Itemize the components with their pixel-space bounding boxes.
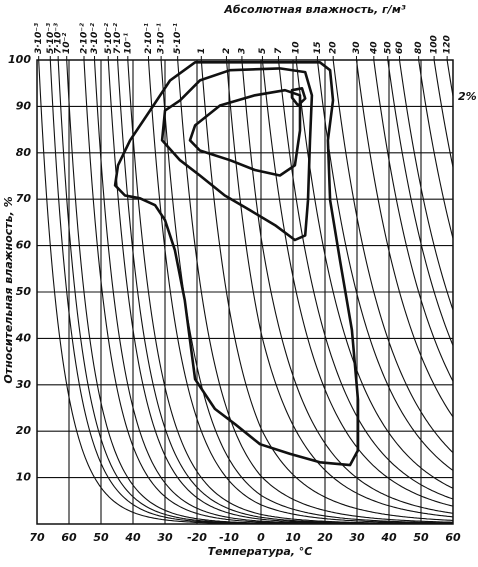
contour bbox=[290, 87, 307, 107]
x2-tick-label: 60 bbox=[395, 41, 405, 54]
x-axis-title: Температура, °С bbox=[208, 545, 313, 558]
x2-tick-label: 3 bbox=[237, 48, 247, 54]
x-tick-label: 50 bbox=[93, 531, 109, 544]
humidity-curve bbox=[355, 60, 453, 418]
humidity-curve bbox=[225, 60, 453, 518]
y-tick-label: 50 bbox=[16, 285, 32, 298]
x2-tick-label: 5 bbox=[258, 48, 268, 54]
x2-tick-label: 7·10⁻³ bbox=[54, 23, 64, 54]
contour bbox=[188, 88, 302, 177]
y-tick-label: 30 bbox=[16, 378, 32, 391]
humidity-curve bbox=[241, 60, 453, 514]
x2-tick-label: 80 bbox=[414, 41, 424, 54]
y-tick-label: 60 bbox=[16, 239, 32, 252]
x2-tick-label: 10⁻² bbox=[62, 33, 72, 54]
x-tick-label: 0 bbox=[257, 531, 265, 544]
y-tick-label: 20 bbox=[16, 424, 32, 437]
humidity-curve bbox=[446, 60, 453, 100]
x-tick-label: 40 bbox=[380, 531, 397, 544]
x2-tick-label: 100 bbox=[430, 35, 440, 54]
x2-tick-label: 15 bbox=[313, 41, 323, 54]
humidity-curve bbox=[387, 60, 453, 347]
x2-tick-label: 2 bbox=[222, 48, 232, 54]
humidity-curve bbox=[160, 60, 453, 524]
x2-tick-label: 5·10⁻³ bbox=[46, 23, 56, 54]
x-tick-label: 20 bbox=[317, 531, 333, 544]
humidity-curve bbox=[373, 60, 453, 383]
x2-tick-label: 3·10⁻³ bbox=[34, 23, 44, 54]
y-tick-label: 80 bbox=[16, 146, 32, 159]
x2-tick-label: 10 bbox=[292, 41, 302, 54]
x2-tick-label: 7 bbox=[274, 47, 284, 54]
x-tick-label: -10 bbox=[219, 531, 239, 544]
x2-tick-label: 10⁻¹ bbox=[123, 33, 133, 54]
x-tick-label: 60 bbox=[61, 531, 77, 544]
humidity-curve bbox=[332, 60, 453, 454]
humidity-curve bbox=[127, 60, 453, 524]
humidity-curve bbox=[147, 60, 453, 524]
humidity-curve bbox=[316, 60, 453, 472]
humidity-curve bbox=[398, 60, 453, 312]
plot-frame bbox=[36, 59, 454, 525]
humidity-curve bbox=[177, 60, 453, 523]
x2-tick-label: 5·10⁻² bbox=[104, 23, 114, 54]
humidity-curve bbox=[295, 60, 453, 489]
x2-tick-label: 7·10⁻² bbox=[113, 23, 123, 54]
x-tick-label: 10 bbox=[285, 531, 301, 544]
top-axis-title: Абсолютная влажность, г/м³ bbox=[223, 3, 405, 16]
x-tick-label: 60 bbox=[445, 531, 461, 544]
humidity-curve bbox=[433, 60, 453, 170]
x2-tick-label: 1 bbox=[197, 48, 207, 54]
y-tick-label: 40 bbox=[15, 331, 32, 344]
plot-area bbox=[37, 60, 453, 524]
x-tick-label: 40 bbox=[124, 531, 141, 544]
humidity-curve bbox=[277, 60, 453, 500]
x-tick-label: 50 bbox=[413, 531, 429, 544]
x-tick-label: 70 bbox=[29, 531, 45, 544]
x2-tick-label: 50 bbox=[383, 41, 393, 54]
humidity-curve bbox=[418, 60, 453, 241]
x2-tick-label: 30 bbox=[352, 41, 362, 54]
x2-tick-label: 120 bbox=[443, 35, 453, 54]
y-tick-label: 100 bbox=[8, 53, 31, 66]
x-tick-label: 30 bbox=[349, 531, 365, 544]
x2-tick-label: 20 bbox=[329, 41, 339, 54]
annotation: 2% bbox=[458, 90, 477, 103]
x2-tick-label: 2·10⁻¹ bbox=[144, 23, 154, 54]
x-tick-label: -20 bbox=[187, 531, 207, 544]
y-tick-label: 10 bbox=[16, 471, 32, 484]
x2-tick-label: 3·10⁻¹ bbox=[157, 23, 167, 54]
humidity-curve bbox=[200, 60, 453, 521]
contour bbox=[113, 61, 360, 467]
x2-tick-label: 2·10⁻² bbox=[79, 23, 89, 54]
x-tick-label: 30 bbox=[157, 531, 173, 544]
x2-tick-label: 3·10⁻² bbox=[90, 23, 100, 54]
x2-tick-label: 40 bbox=[369, 41, 379, 55]
y-tick-label: 90 bbox=[16, 99, 32, 112]
contour bbox=[160, 67, 314, 242]
x2-tick-label: 5·10⁻¹ bbox=[173, 23, 183, 54]
y-tick-label: 70 bbox=[16, 192, 32, 205]
y-axis-title: Относительная влажность, % bbox=[2, 196, 15, 383]
